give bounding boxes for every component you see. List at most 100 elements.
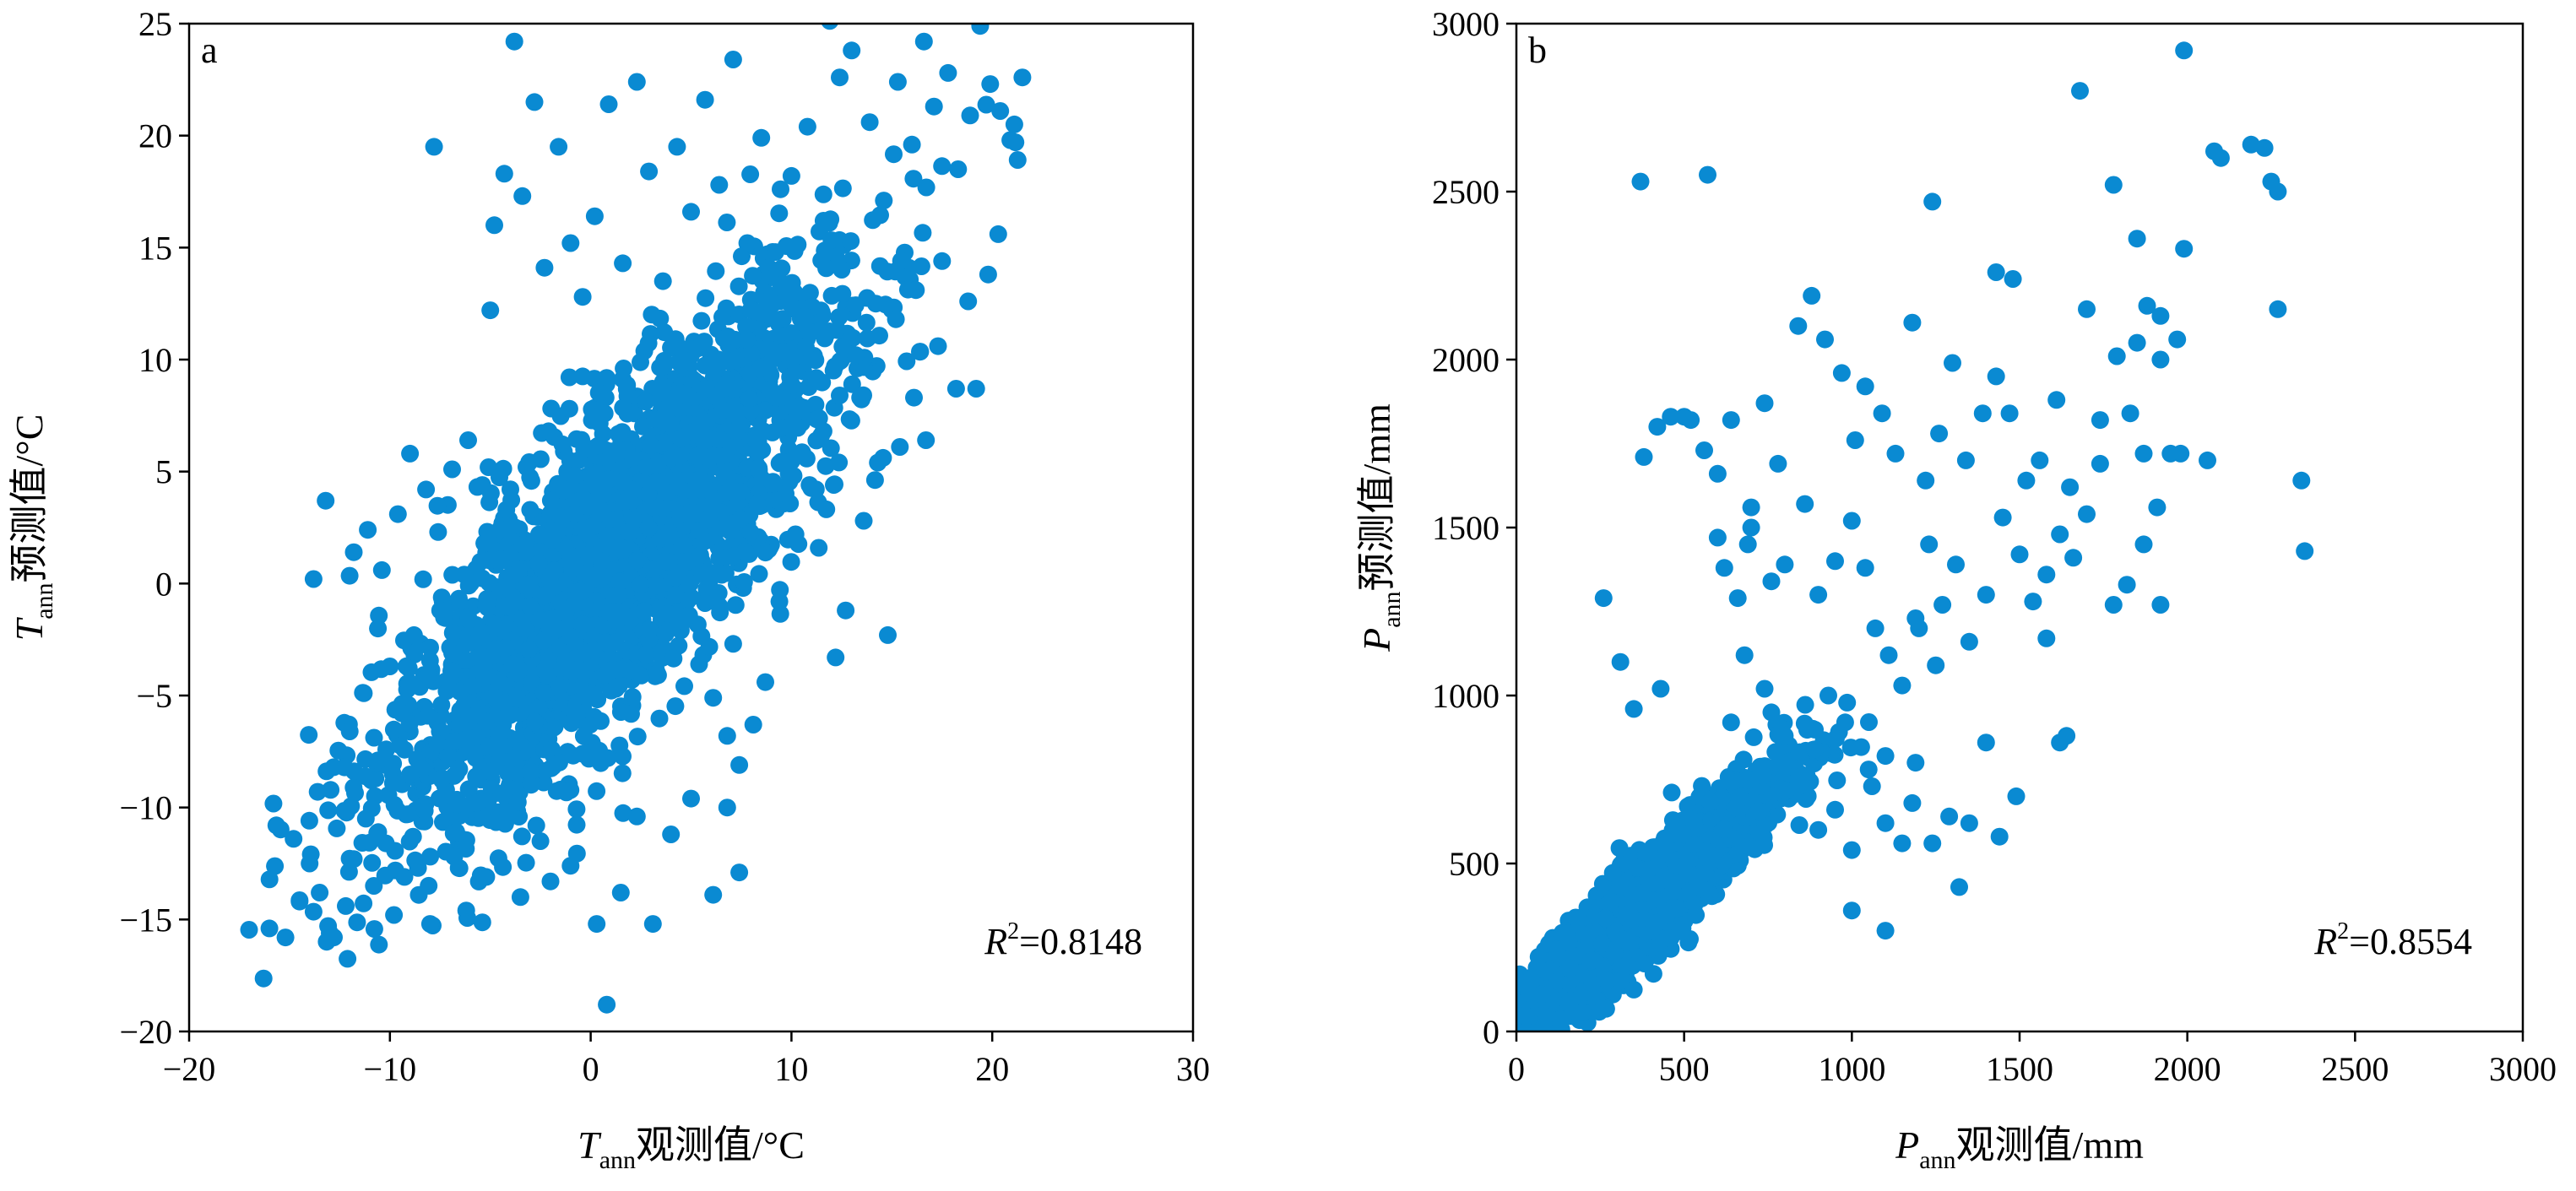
data-point: [602, 442, 621, 461]
data-point: [730, 755, 749, 774]
data-point: [513, 535, 532, 554]
data-point: [613, 764, 632, 782]
data-point: [783, 273, 801, 292]
data-point: [1756, 815, 1775, 834]
data-point: [642, 436, 660, 455]
data-point: [588, 436, 607, 455]
data-point: [541, 610, 560, 629]
data-point: [497, 501, 516, 519]
data-point: [632, 576, 650, 594]
data-point: [348, 913, 366, 932]
data-point: [321, 923, 339, 942]
data-point: [285, 830, 303, 848]
data-point: [1987, 263, 2005, 281]
data-point: [472, 623, 491, 642]
data-point: [713, 503, 731, 522]
data-point: [727, 403, 746, 421]
data-point: [443, 644, 461, 663]
data-point: [1790, 816, 1809, 834]
data-point: [614, 473, 632, 491]
data-point: [914, 32, 933, 51]
y-axis-label: Tann预测值/°C: [8, 414, 58, 642]
data-point: [668, 138, 686, 156]
data-point: [622, 522, 641, 540]
data-point: [432, 696, 451, 714]
data-point: [353, 834, 371, 852]
data-point: [458, 634, 476, 652]
data-point: [594, 567, 613, 586]
data-point: [573, 288, 592, 306]
data-point: [1698, 848, 1716, 867]
data-point: [485, 216, 503, 235]
data-point: [385, 906, 404, 924]
data-point: [311, 884, 329, 901]
data-point: [632, 353, 649, 371]
data-point: [540, 422, 558, 441]
data-point: [335, 802, 354, 820]
data-point: [521, 762, 540, 781]
data-point: [1852, 738, 1870, 756]
y-tick-label: 25: [138, 5, 172, 43]
data-point: [304, 902, 323, 921]
data-point: [933, 252, 952, 270]
data-point: [624, 451, 643, 469]
data-point: [383, 774, 402, 793]
data-point: [782, 452, 800, 470]
data-point: [703, 447, 722, 465]
data-point: [724, 635, 742, 653]
data-point: [433, 769, 452, 788]
data-point: [682, 789, 700, 808]
data-point: [1744, 728, 1763, 746]
data-point: [869, 453, 887, 472]
data-point: [653, 377, 672, 395]
data-point: [831, 68, 849, 87]
data-point: [584, 642, 603, 660]
data-point: [614, 804, 632, 822]
data-point: [744, 716, 762, 734]
data-point: [447, 795, 466, 814]
data-point: [723, 547, 741, 566]
data-point: [487, 619, 506, 637]
data-point: [696, 90, 714, 109]
data-point: [2004, 270, 2022, 288]
data-point: [468, 728, 486, 746]
data-point: [600, 603, 619, 621]
data-point: [365, 728, 383, 747]
data-point: [885, 145, 903, 164]
data-point: [567, 815, 586, 834]
data-point: [503, 655, 522, 674]
data-point: [912, 257, 930, 275]
data-point: [419, 666, 437, 685]
data-point: [879, 625, 897, 644]
data-point: [750, 565, 768, 583]
data-point: [717, 352, 735, 371]
data-point: [609, 425, 627, 443]
data-point: [550, 679, 568, 697]
data-point: [914, 224, 932, 242]
data-point: [254, 969, 273, 988]
data-point: [399, 805, 417, 824]
data-point: [567, 430, 586, 448]
data-point: [917, 178, 935, 197]
data-point: [480, 551, 499, 570]
data-point: [795, 307, 814, 326]
data-point: [741, 165, 760, 183]
data-point: [1668, 817, 1687, 836]
data-point: [699, 510, 718, 528]
data-point: [1610, 839, 1629, 858]
data-point: [512, 827, 531, 846]
plot-frame: [187, 22, 1195, 1033]
data-point: [2104, 176, 2123, 194]
x-tick-label: −20: [163, 1050, 216, 1088]
data-point: [365, 920, 383, 939]
data-point: [584, 517, 603, 535]
data-point: [959, 292, 978, 311]
data-point: [1828, 771, 1847, 789]
data-point: [1516, 1006, 1535, 1025]
data-point: [442, 662, 460, 680]
data-point: [628, 551, 647, 570]
data-point: [854, 512, 873, 530]
data-point: [754, 422, 773, 441]
data-point: [831, 387, 849, 404]
